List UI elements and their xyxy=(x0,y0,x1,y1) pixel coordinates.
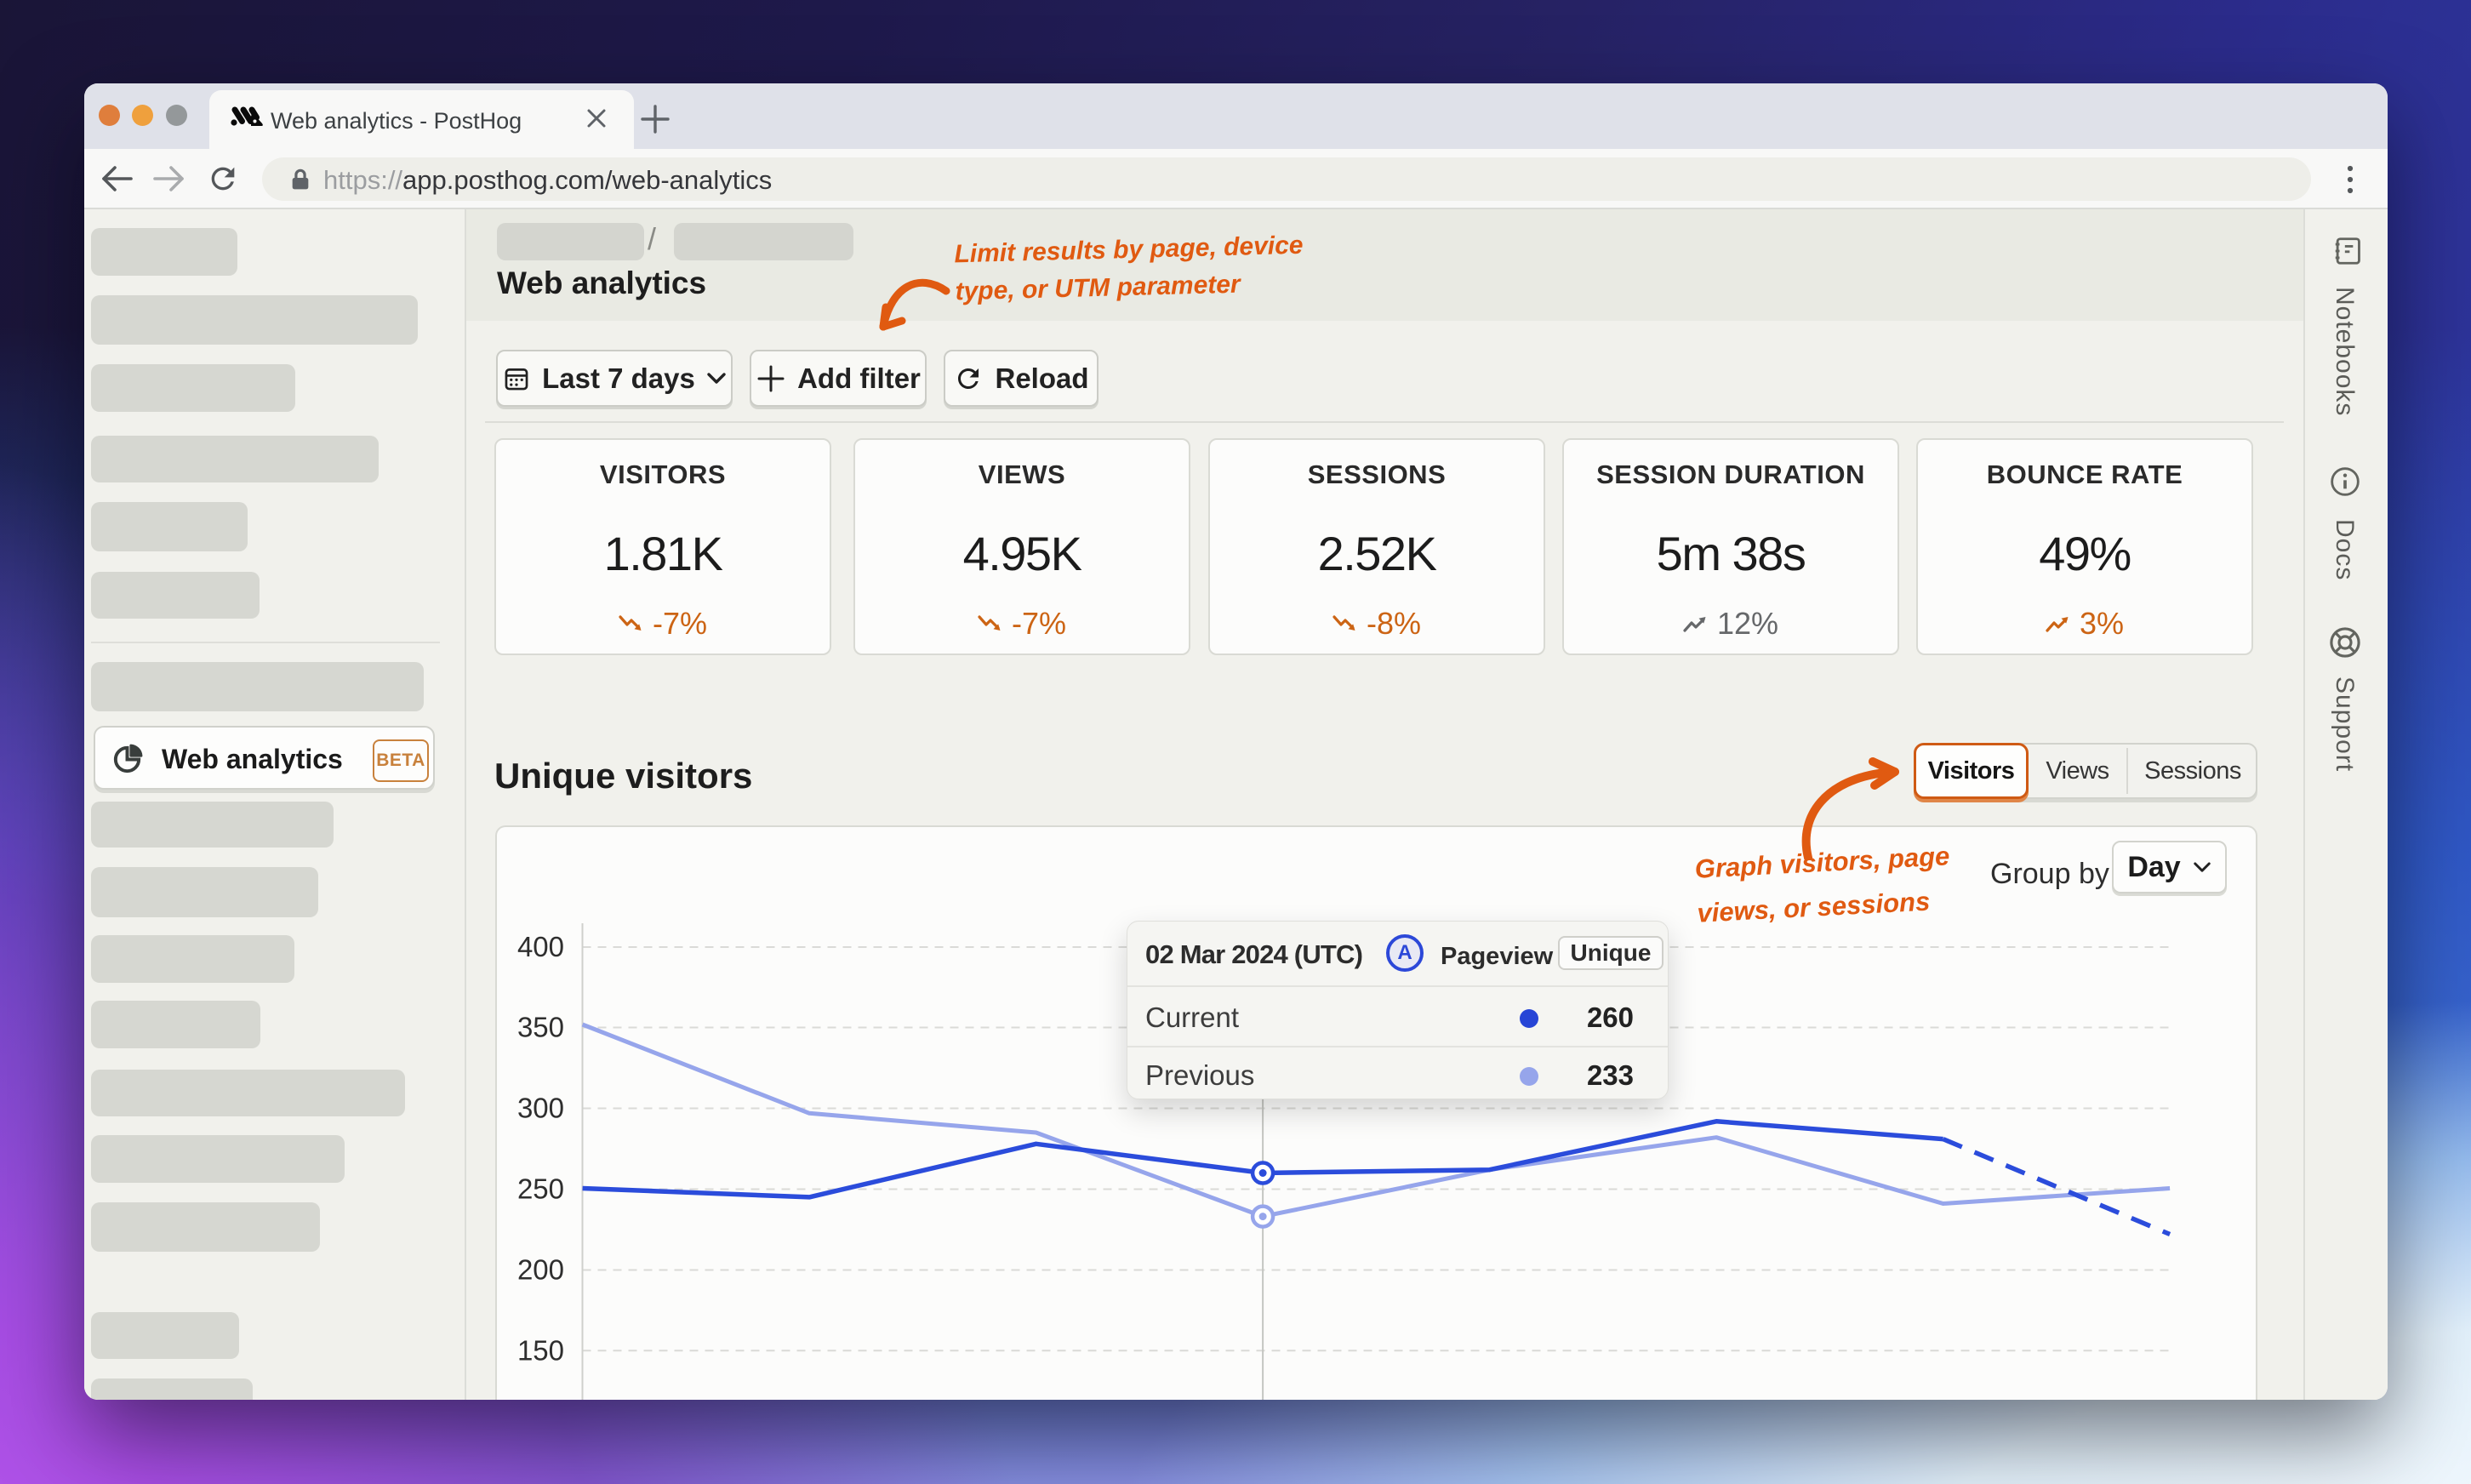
svg-text:350: 350 xyxy=(517,1012,564,1043)
svg-text:300: 300 xyxy=(517,1093,564,1124)
svg-text:150: 150 xyxy=(517,1334,564,1366)
svg-text:200: 200 xyxy=(517,1254,564,1286)
svg-text:400: 400 xyxy=(517,931,564,962)
svg-text:250: 250 xyxy=(517,1173,564,1205)
